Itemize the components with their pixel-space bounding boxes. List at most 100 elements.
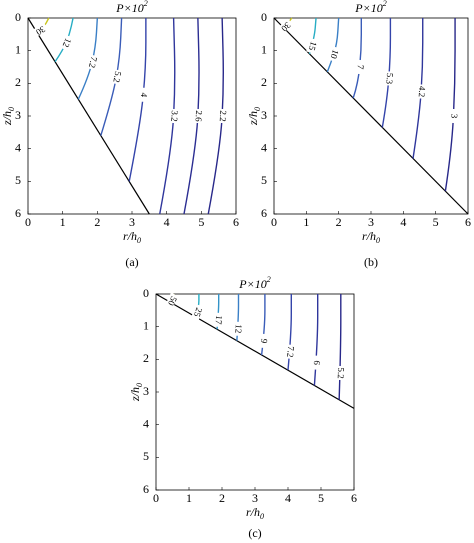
x-axis-label-sub: 0 [260,512,264,521]
x-axis-label-main: r/h [123,229,137,243]
y-axis-label-main: z/h [0,111,14,126]
x-tick-label: 0 [271,215,277,229]
y-tick-label: 2 [15,75,21,89]
x-tick-label: 6 [465,215,471,229]
contour-label: 2.2 [218,110,229,122]
contour-label-bg [138,87,148,103]
contour-label: 12 [61,37,74,49]
contour-label: 3 [449,114,459,119]
contour-line [352,18,362,99]
contour-label: 17 [213,315,224,325]
x-tick-label: 3 [368,215,374,229]
panel-label: (c) [248,526,261,540]
y-axis-label-main: z/h [128,387,142,402]
plot-frame [155,293,355,491]
x-tick-label: 2 [94,215,100,229]
x-tick-label: 5 [198,215,204,229]
contour-label-bg [32,22,49,37]
y-tick-label: 6 [143,482,149,496]
x-tick-label: 6 [233,215,239,229]
contour-label: 3.2 [169,110,180,122]
y-tick-label: 4 [261,140,267,154]
contour-label: 2.6 [193,110,204,122]
y-tick-label: 1 [143,318,149,332]
x-tick-label: 4 [164,215,170,229]
contour-label-bg [165,292,179,309]
x-tick-label: 1 [60,215,66,229]
contour-label-bg [355,59,365,75]
y-axis-label-sub: 0 [7,107,16,111]
y-tick-label: 5 [15,173,21,187]
contour-label-bg [213,312,223,328]
contour-label: 10 [328,48,340,60]
contour-label: 5.2 [111,71,123,84]
x-axis-label-sub: 0 [376,236,380,245]
y-axis-label-main: z/h [246,111,260,126]
contour-line [326,17,340,73]
contour-label-bg [327,46,340,62]
chart-title-sup: 2 [267,275,271,284]
x-tick-label: 5 [433,215,439,229]
y-axis-label-sub: 0 [135,383,144,387]
contour-line [444,18,456,192]
chart-title: P×102 [238,275,270,291]
panel-label: (b) [364,255,378,269]
contour-label-bg [306,37,318,54]
contour-label: 7.2 [87,56,99,69]
panel-label: (a) [125,255,138,269]
plot-frame [27,17,237,215]
contour-line [236,294,240,341]
contour-line [260,294,266,356]
y-tick-label: 1 [15,42,21,56]
x-tick-label: 2 [219,491,225,505]
y-tick-label: 3 [15,108,21,122]
contour-label: 7.2 [285,346,296,358]
x-axis-label: r/h0 [362,229,380,245]
x-tick-label: 1 [303,215,309,229]
x-axis-label: r/h0 [123,229,141,245]
y-tick-label: 2 [261,75,267,89]
contour-label: 4.2 [417,86,428,98]
chart-title-main: P×10 [115,1,143,15]
chart-title: P×102 [354,0,386,15]
contour-label-bg [285,344,295,359]
chart-title: P×102 [115,0,147,15]
contour-line [313,294,319,386]
contour-label: 12 [233,324,244,334]
y-tick-label: 5 [143,449,149,463]
x-tick-label: 4 [285,491,291,505]
chart-title-sup: 2 [144,0,148,8]
boundary-line [273,17,469,215]
contour-label: 9 [259,338,270,344]
x-tick-label: 4 [400,215,406,229]
x-tick-label: 0 [25,215,31,229]
contour-label: 15 [307,40,319,52]
x-axis-label: r/h0 [246,505,264,521]
contour-line [338,294,342,400]
y-tick-label: 5 [261,173,267,187]
y-tick-label: 4 [15,140,21,154]
contour-label-bg [86,54,98,70]
x-tick-label: 5 [318,491,324,505]
contour-label-bg [277,18,294,34]
contour-label-bg [384,71,394,86]
y-tick-label: 0 [15,10,21,24]
chart-title-main: P×10 [238,277,266,291]
contour-label-bg [258,333,269,349]
y-axis-label: z/h0 [128,383,144,402]
contour-label-bg [233,321,243,337]
contour-label: 25 [192,306,205,318]
y-tick-label: 2 [143,351,149,365]
y-tick-label: 3 [261,108,267,122]
contour-label: 4 [139,92,149,98]
x-tick-label: 2 [336,215,342,229]
y-axis-label: z/h0 [246,107,262,126]
contour-label-bg [59,34,73,51]
chart-title-sup: 2 [383,0,387,8]
contour-label-bg [449,108,458,124]
y-tick-label: 0 [261,10,267,24]
contour-label: 5.3 [384,73,395,85]
contour-label-bg [111,69,122,85]
y-tick-label: 1 [261,42,267,56]
